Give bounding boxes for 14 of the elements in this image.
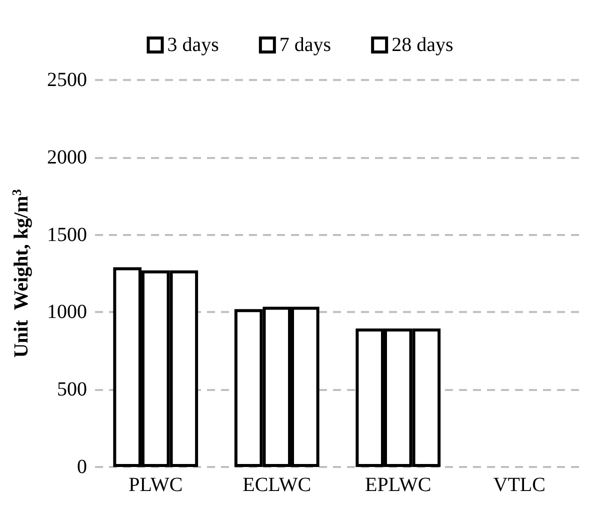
y-tick-label: 500: [57, 378, 87, 401]
x-tick-label: ECLWC: [242, 474, 312, 496]
x-tick-label: VTLC: [493, 474, 546, 496]
y-tick-label: 1000: [47, 301, 87, 324]
y-tick-label: 2000: [47, 146, 87, 168]
x-tick-label: EPLWC: [364, 474, 432, 496]
legend-label: 7 days: [279, 34, 332, 56]
x-tick-label: PLWC: [128, 474, 183, 496]
y-tick-label: 2500: [47, 69, 87, 91]
y-axis-title: Unit Weight, kg/m3: [9, 188, 32, 358]
legend-label: 28 days: [392, 34, 454, 56]
legend-label: 3 days: [167, 34, 220, 56]
y-tick-label: 0: [77, 456, 87, 478]
y-tick-label: 1500: [47, 224, 87, 246]
